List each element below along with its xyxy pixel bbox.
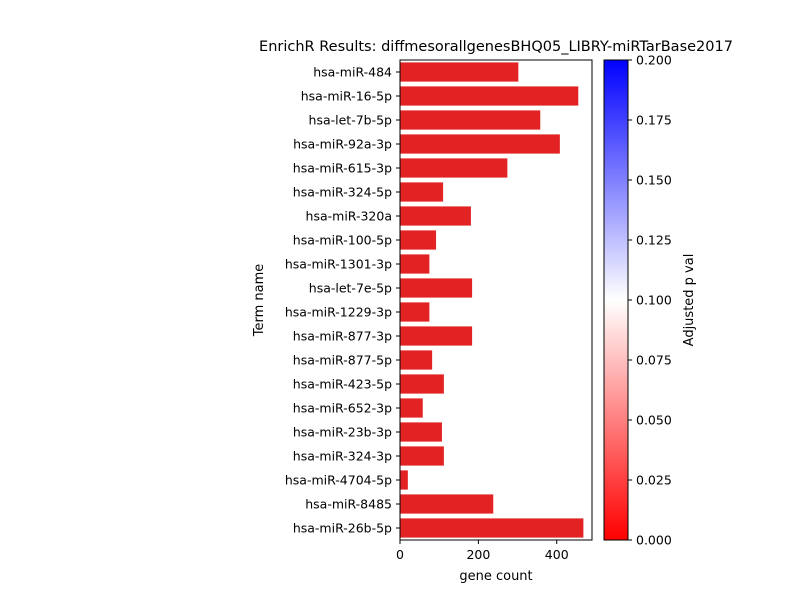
x-tick-label: 400 bbox=[545, 547, 569, 562]
y-tick-label: hsa-miR-877-5p bbox=[293, 353, 392, 368]
bar-hsa-miR-92a-3p bbox=[400, 134, 560, 154]
colorbar-tick-label: 0.175 bbox=[636, 113, 672, 128]
bar-hsa-miR-1229-3p bbox=[400, 302, 430, 322]
bar-hsa-miR-1301-3p bbox=[400, 254, 430, 274]
y-tick-label: hsa-miR-615-3p bbox=[293, 161, 392, 176]
colorbar-tick-label: 0.200 bbox=[636, 53, 672, 68]
y-tick-label: hsa-miR-652-3p bbox=[293, 401, 392, 416]
bar-hsa-miR-100-5p bbox=[400, 230, 437, 250]
bar-hsa-miR-877-5p bbox=[400, 350, 433, 370]
y-tick-label: hsa-miR-23b-3p bbox=[293, 425, 392, 440]
y-tick-label: hsa-miR-484 bbox=[313, 65, 392, 80]
x-tick-label: 200 bbox=[466, 547, 490, 562]
bars-layer bbox=[400, 62, 584, 538]
y-tick-label: hsa-let-7e-5p bbox=[309, 281, 392, 296]
x-axis-label: gene count bbox=[459, 569, 532, 584]
bar-hsa-miR-615-3p bbox=[400, 158, 508, 178]
colorbar-tick-label: 0.050 bbox=[636, 413, 672, 428]
y-tick-label: hsa-miR-4704-5p bbox=[285, 473, 392, 488]
colorbar-label: Adjusted p val bbox=[682, 254, 697, 347]
y-tick-label: hsa-let-7b-5p bbox=[309, 113, 393, 128]
y-tick-label: hsa-miR-92a-3p bbox=[293, 137, 392, 152]
y-tick-label: hsa-miR-100-5p bbox=[293, 233, 392, 248]
colorbar-ticks: 0.000 0.025 0.050 0.075 0.100 0.125 0.150 0.175… bbox=[628, 53, 672, 548]
bar-hsa-miR-8485 bbox=[400, 494, 494, 514]
y-tick-label: hsa-miR-1301-3p bbox=[285, 257, 392, 272]
plot-frame bbox=[399, 59, 593, 541]
y-tick-label: hsa-miR-1229-3p bbox=[285, 305, 392, 320]
y-tick-labels: hsa-miR-484 hsa-miR-16-5p hsa-let-7b-5p hsa… bbox=[285, 65, 400, 536]
bar-hsa-miR-320a bbox=[400, 206, 471, 226]
bar-hsa-miR-877-3p bbox=[400, 326, 473, 346]
bar-hsa-miR-652-3p bbox=[400, 398, 423, 418]
colorbar bbox=[603, 59, 629, 541]
bar-hsa-miR-484 bbox=[400, 62, 519, 82]
bar-hsa-miR-23b-3p bbox=[400, 422, 442, 442]
y-tick-label: hsa-miR-423-5p bbox=[293, 377, 392, 392]
colorbar-tick-label: 0.025 bbox=[636, 473, 672, 488]
y-tick-label: hsa-miR-877-3p bbox=[293, 329, 392, 344]
colorbar-tick-label: 0.150 bbox=[636, 173, 672, 188]
bar-hsa-miR-324-3p bbox=[400, 446, 444, 466]
y-tick-label: hsa-miR-8485 bbox=[305, 497, 392, 512]
colorbar-tick-label: 0.000 bbox=[636, 533, 672, 548]
y-axis-label: Term name bbox=[252, 264, 267, 338]
y-tick-label: hsa-miR-26b-5p bbox=[293, 521, 392, 536]
x-tick-label: 0 bbox=[396, 547, 404, 562]
y-tick-label: hsa-miR-324-3p bbox=[293, 449, 392, 464]
bar-hsa-miR-324-5p bbox=[400, 182, 444, 202]
bar-hsa-miR-26b-5p bbox=[400, 518, 584, 538]
x-tick-labels: 0 200 400 bbox=[396, 540, 569, 562]
bar-hsa-miR-4704-5p bbox=[400, 470, 408, 490]
colorbar-tick-label: 0.100 bbox=[636, 293, 672, 308]
bar-hsa-let-7b-5p bbox=[400, 110, 541, 130]
colorbar-tick-label: 0.125 bbox=[636, 233, 672, 248]
y-tick-label: hsa-miR-16-5p bbox=[301, 89, 392, 104]
chart-title: EnrichR Results: diffmesorallgenesBHQ05_… bbox=[259, 39, 733, 55]
y-tick-label: hsa-miR-324-5p bbox=[293, 185, 392, 200]
bar-hsa-miR-16-5p bbox=[400, 86, 579, 106]
colorbar-tick-label: 0.075 bbox=[636, 353, 672, 368]
bar-hsa-miR-423-5p bbox=[400, 374, 444, 394]
bar-hsa-let-7e-5p bbox=[400, 278, 473, 298]
y-tick-label: hsa-miR-320a bbox=[306, 209, 392, 224]
